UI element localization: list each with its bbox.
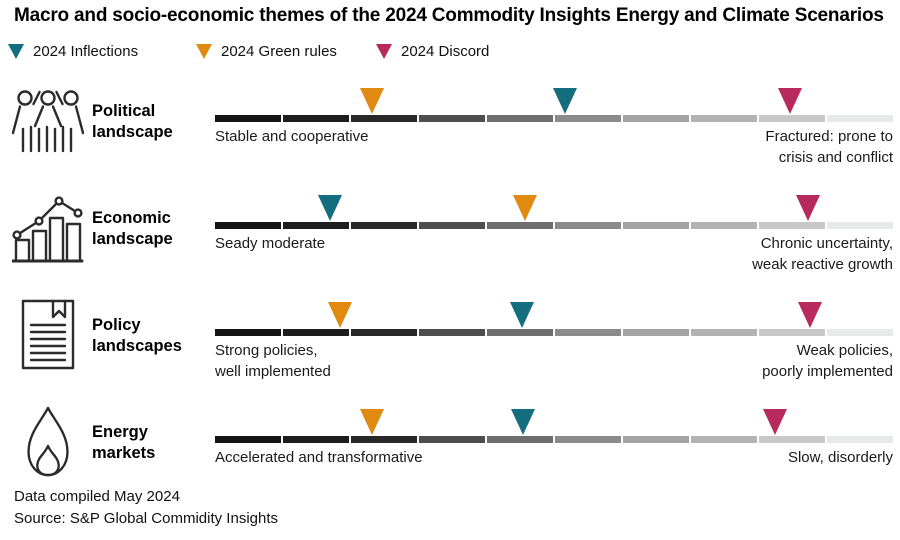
marker-layer — [215, 409, 893, 436]
legend-label-inflections: 2024 Inflections — [33, 42, 139, 60]
gradient-scale-bar — [215, 115, 893, 122]
scale-right-label: Slow, disorderly — [787, 449, 893, 466]
page-title: Macro and socio-economic themes of the 2… — [14, 5, 884, 26]
discord-marker — [777, 88, 802, 114]
legend-item-discord: 2024 Discord — [376, 41, 489, 61]
scale-right-label: Chronic uncertainty, weak reactive growt… — [752, 235, 893, 273]
row-title: Policy landscapes — [92, 316, 182, 355]
scale-left-label: Stable and cooperative — [215, 128, 369, 145]
data-compiled-note: Data compiled May 2024 — [14, 488, 180, 505]
scale-left-label: Seady moderate — [215, 235, 326, 252]
green-rules-marker — [360, 409, 385, 435]
green-rules-marker — [327, 302, 352, 328]
green-rules-triangle-icon — [196, 43, 212, 59]
marker-layer — [215, 302, 893, 329]
source-note: Source: S&P Global Commidity Insights — [14, 510, 279, 527]
discord-marker — [763, 409, 788, 435]
green-rules-marker — [512, 195, 537, 221]
scale-left-label: Strong policies, well implemented — [215, 342, 331, 380]
scale-right-label: Fractured: prone to crisis and conflict — [765, 128, 893, 166]
scale-right-label: Weak policies, poorly implemented — [762, 342, 893, 380]
bar-chart-icon — [12, 192, 84, 264]
inflections-marker — [318, 195, 343, 221]
discord-triangle-icon — [376, 43, 392, 59]
discord-marker — [798, 302, 823, 328]
marker-layer — [215, 88, 893, 115]
legend-label-green-rules: 2024 Green rules — [221, 42, 337, 60]
discord-marker — [796, 195, 821, 221]
legend-item-green-rules: 2024 Green rules — [196, 41, 337, 61]
legend-label-discord: 2024 Discord — [401, 42, 490, 60]
green-rules-marker — [360, 88, 385, 114]
marker-layer — [215, 195, 893, 222]
crowd-icon — [12, 85, 84, 157]
row-title: Political landscape — [92, 102, 173, 141]
gradient-scale-bar — [215, 329, 893, 336]
inflections-marker — [552, 88, 577, 114]
row-title: Energy markets — [92, 423, 156, 462]
gradient-scale-bar — [215, 436, 893, 443]
flame-icon — [12, 406, 84, 478]
inflections-marker — [510, 409, 535, 435]
inflections-marker — [510, 302, 535, 328]
legend-item-inflections: 2024 Inflections — [8, 41, 138, 61]
inflections-triangle-icon — [8, 43, 24, 59]
document-icon — [12, 299, 84, 371]
row-title: Economic landscape — [92, 209, 173, 248]
footer: Data compiled May 2024 Source: S&P Globa… — [14, 486, 278, 530]
scale-left-label: Accelerated and transformative — [215, 449, 423, 466]
gradient-scale-bar — [215, 222, 893, 229]
